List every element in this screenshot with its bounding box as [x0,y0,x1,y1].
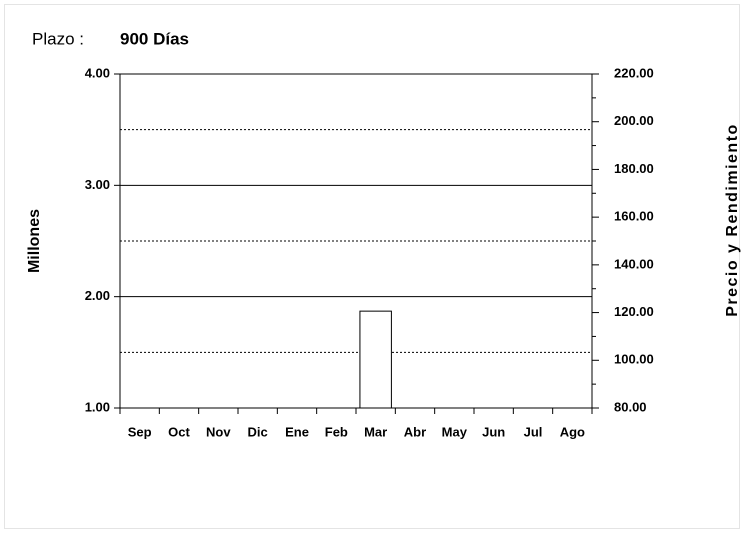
frame [4,4,740,529]
header-label: Plazo : [32,29,84,48]
y2-tick-label: 160.00 [614,209,654,224]
y2-tick-label: 220.00 [614,65,654,80]
x-tick-label: Jun [482,424,505,439]
y2-axis-label: Precio y Rendimiento [724,123,741,317]
y-tick-label: 1.00 [85,399,110,414]
y2-tick-label: 100.00 [614,352,654,367]
x-tick-label: Nov [206,424,231,439]
y-axis-label: Millones [26,209,43,273]
y-tick-label: 3.00 [85,177,110,192]
y-tick-label: 4.00 [85,65,110,80]
x-tick-label: Oct [168,424,190,439]
x-tick-label: Dic [248,424,268,439]
x-tick-label: Sep [128,424,152,439]
bar [359,310,392,409]
plot-area [119,73,593,409]
y2-tick-label: 120.00 [614,304,654,319]
y2-tick-label: 140.00 [614,256,654,271]
x-tick-label: Mar [364,424,387,439]
y2-tick-label: 200.00 [614,113,654,128]
x-tick-label: May [442,424,468,439]
x-tick-label: Ago [560,424,585,439]
x-tick-label: Abr [404,424,426,439]
x-tick-label: Ene [285,424,309,439]
y-tick-label: 2.00 [85,288,110,303]
y2-tick-label: 180.00 [614,161,654,176]
header-value: 900 Días [120,29,189,48]
x-tick-label: Feb [325,424,348,439]
x-tick-label: Jul [524,424,543,439]
y2-tick-label: 80.00 [614,399,647,414]
